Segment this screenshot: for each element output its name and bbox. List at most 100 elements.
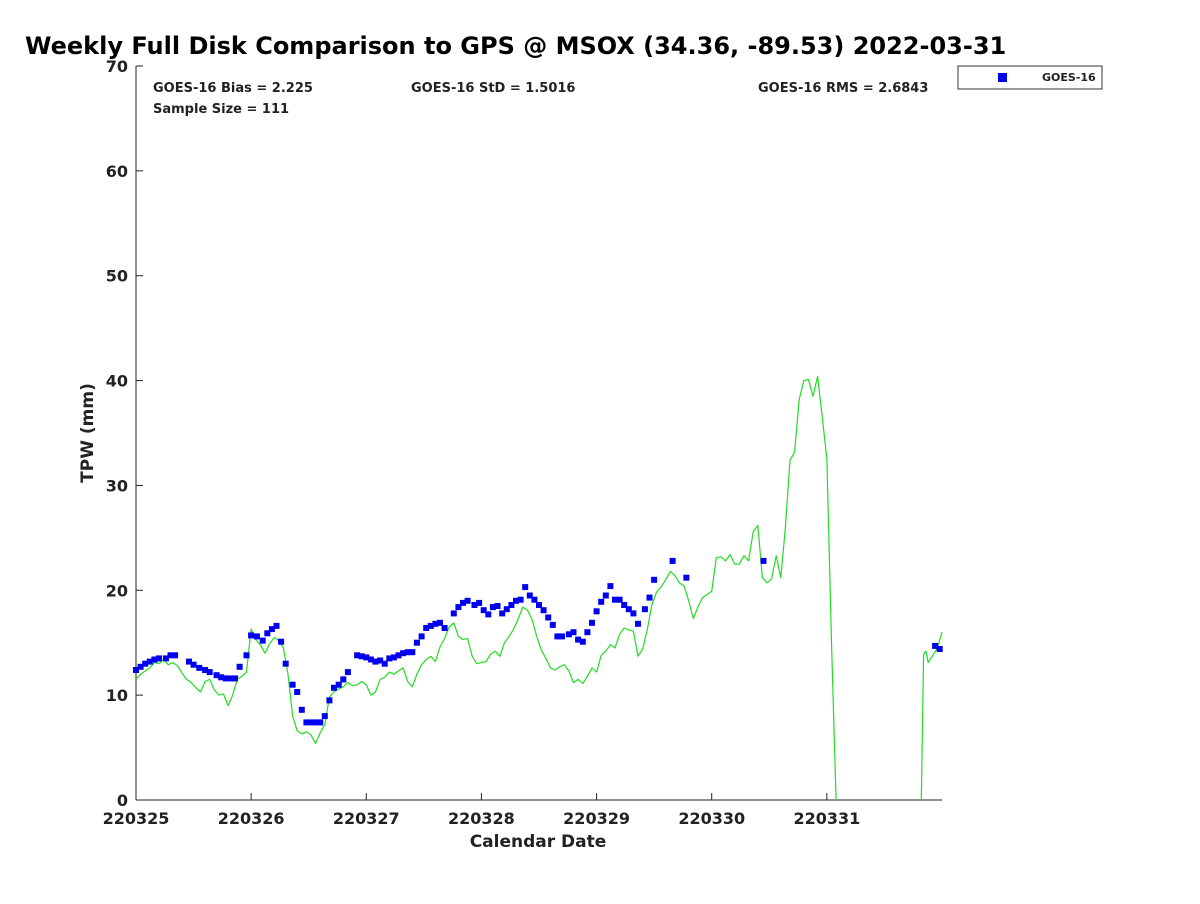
x-tick-label: 220326: [218, 809, 285, 828]
x-axis-label: Calendar Date: [470, 832, 607, 852]
goes16-point: [589, 619, 595, 626]
goes16-point: [253, 633, 260, 640]
legend-label: GOES-16: [1042, 71, 1096, 84]
goes16-point: [142, 660, 149, 667]
goes16-point: [635, 620, 641, 627]
goes16-point: [156, 655, 162, 662]
goes16-point: [460, 599, 466, 606]
goes16-point: [232, 675, 238, 682]
goes16-point: [760, 557, 767, 564]
goes16-point: [264, 630, 271, 637]
goes16-point: [363, 654, 370, 661]
goes16-point: [625, 606, 632, 613]
goes16-point: [162, 655, 169, 662]
goes16-point: [418, 633, 425, 640]
goes16-point: [427, 622, 434, 629]
goes16-point: [669, 557, 676, 564]
goes16-point: [386, 655, 393, 662]
goes16-point: [545, 614, 552, 621]
goes16-point: [549, 621, 556, 628]
goes16-point: [289, 681, 296, 688]
goes16-point: [133, 667, 139, 673]
goes16-point: [395, 652, 402, 659]
goes16-point: [404, 649, 411, 656]
goes16-point: [321, 713, 328, 720]
goes16-point: [222, 675, 229, 682]
goes16-point: [437, 619, 443, 626]
goes16-point: [584, 629, 591, 636]
x-tick-label: 220328: [448, 809, 515, 828]
goes16-point: [612, 596, 618, 603]
goes16-point: [565, 631, 572, 638]
goes16-point: [236, 663, 243, 670]
goes16-point: [312, 719, 319, 726]
goes16-point: [390, 654, 397, 661]
goes16-point: [206, 669, 213, 676]
goes16-point: [248, 632, 255, 639]
goes16-point: [602, 592, 609, 599]
axes: 0 10 20 30 40 50 60 70 220325 220326 220327 220328 2…: [103, 57, 942, 828]
gps-series-line-1: [135, 375, 837, 801]
goes16-point: [464, 597, 471, 604]
goes16-point: [646, 594, 653, 601]
goes16-point: [554, 633, 561, 640]
goes16-point: [372, 658, 379, 665]
goes16-point: [621, 602, 628, 608]
x-tick-label: 220330: [678, 809, 745, 828]
goes16-point: [326, 697, 333, 704]
goes16-point: [579, 638, 586, 645]
y-tick-label: 40: [106, 372, 128, 391]
goes16-point: [526, 592, 533, 599]
goes16-point: [450, 610, 457, 617]
goes16-point: [381, 660, 388, 667]
goes16-point: [196, 664, 203, 671]
y-axis-label: TPW (mm): [78, 383, 98, 483]
goes16-point: [630, 610, 637, 617]
goes16-point: [377, 657, 384, 664]
goes16-point: [340, 676, 347, 683]
goes16-point: [298, 706, 305, 713]
goes16-point: [485, 611, 492, 618]
goes16-point: [455, 604, 462, 611]
x-tick-label: 220331: [793, 809, 860, 828]
plot-area: [133, 375, 943, 801]
goes16-point: [259, 637, 266, 644]
legend: GOES-16: [957, 65, 1103, 90]
legend-box: [957, 65, 1103, 90]
chart-title: Weekly Full Disk Comparison to GPS @ MSO…: [25, 32, 1006, 60]
goes16-point: [282, 660, 289, 667]
goes16-point: [441, 625, 448, 631]
goes16-point: [294, 689, 301, 695]
goes16-point: [683, 574, 690, 581]
goes16-point: [598, 598, 605, 605]
goes16-point: [354, 652, 361, 659]
goes16-point: [202, 667, 209, 673]
goes16-point: [536, 602, 542, 608]
goes16-point: [471, 602, 478, 608]
goes16-point: [489, 604, 496, 611]
goes16-point: [517, 596, 524, 603]
goes16-point: [344, 669, 351, 676]
goes16-point: [317, 719, 324, 726]
goes16-point: [409, 649, 416, 656]
goes16-point: [213, 672, 220, 679]
stat-std: GOES-16 StD = 1.5016: [411, 81, 575, 96]
goes16-point: [172, 652, 179, 659]
goes16-point: [137, 663, 144, 670]
goes16-point: [570, 629, 577, 636]
goes16-point: [531, 596, 538, 603]
goes16-point: [400, 650, 407, 657]
stat-bias: GOES-16 Bias = 2.225: [153, 81, 313, 96]
goes16-point: [480, 607, 487, 614]
goes16-point: [503, 606, 510, 613]
legend-marker: [998, 73, 1007, 82]
goes16-point: [273, 622, 280, 629]
y-tick-label: 60: [106, 162, 128, 181]
goes16-point: [268, 626, 275, 633]
y-tick-label: 50: [106, 267, 128, 286]
goes16-point: [308, 719, 314, 726]
x-tick-label: 220327: [333, 809, 400, 828]
goes16-point: [540, 607, 547, 614]
